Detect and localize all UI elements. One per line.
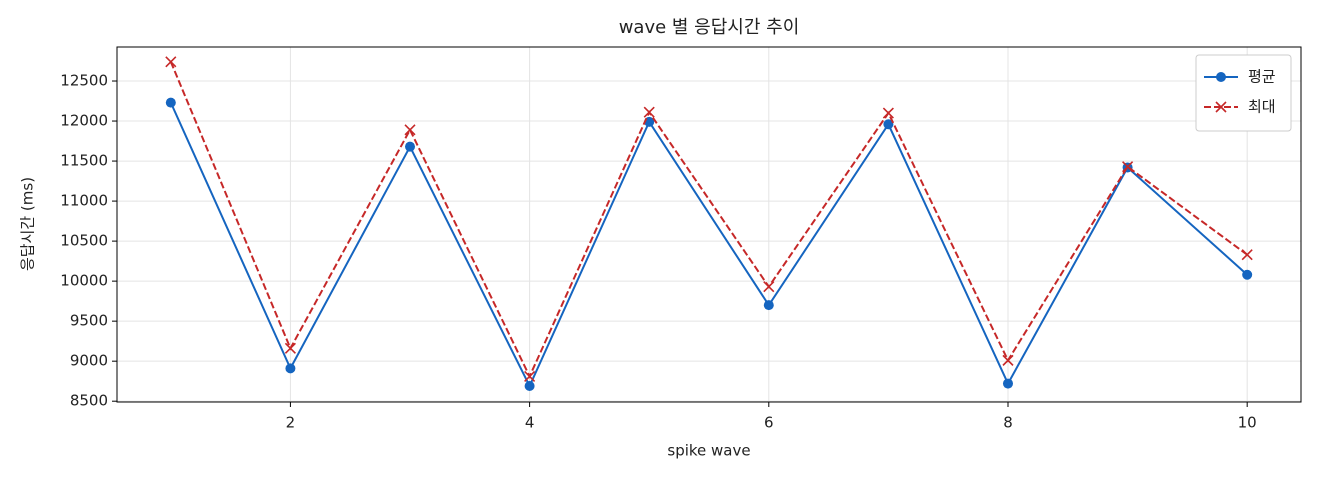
point <box>763 281 775 293</box>
point <box>1002 378 1013 389</box>
chart-title: wave 별 응답시간 추이 <box>619 17 800 38</box>
series-line <box>169 61 1248 379</box>
series-line <box>169 102 1248 389</box>
y-tick-label: 10500 <box>60 232 108 250</box>
x-tick-label: 10 <box>1238 414 1257 432</box>
point <box>883 119 894 130</box>
point <box>1002 354 1014 366</box>
point <box>882 107 894 119</box>
plot-frame <box>116 46 1302 403</box>
legend-label: 평균 <box>1248 68 1276 86</box>
point <box>1242 269 1253 280</box>
point <box>1122 161 1134 173</box>
x-tick-label: 6 <box>764 414 774 432</box>
legend-marker <box>1216 72 1226 82</box>
point <box>524 370 536 382</box>
point <box>165 56 177 68</box>
point <box>1241 249 1253 261</box>
y-tick-label: 12500 <box>60 72 108 90</box>
point <box>285 363 296 374</box>
legend-box <box>1195 54 1292 132</box>
point <box>643 106 655 118</box>
y-tick-label: 11500 <box>60 152 108 170</box>
legend-marker <box>1215 101 1227 113</box>
point <box>284 342 296 354</box>
y-axis-label: 응답시간 (ms) <box>19 177 37 271</box>
legend-label: 최대 <box>1248 98 1276 116</box>
point <box>524 380 535 391</box>
y-tick-label: 12000 <box>60 112 108 130</box>
x-tick-label: 2 <box>286 414 296 432</box>
point <box>405 141 416 152</box>
point <box>404 124 416 136</box>
x-tick-label: 4 <box>525 414 535 432</box>
y-tick-label: 11000 <box>60 192 108 210</box>
point <box>763 300 774 311</box>
y-tick-label: 10000 <box>60 272 108 290</box>
point <box>165 97 176 108</box>
x-axis-label: spike wave <box>667 442 750 460</box>
x-tick-label: 8 <box>1003 414 1013 432</box>
y-tick-label: 9500 <box>70 312 108 330</box>
y-tick-label: 8500 <box>70 392 108 410</box>
y-tick-label: 9000 <box>70 352 108 370</box>
